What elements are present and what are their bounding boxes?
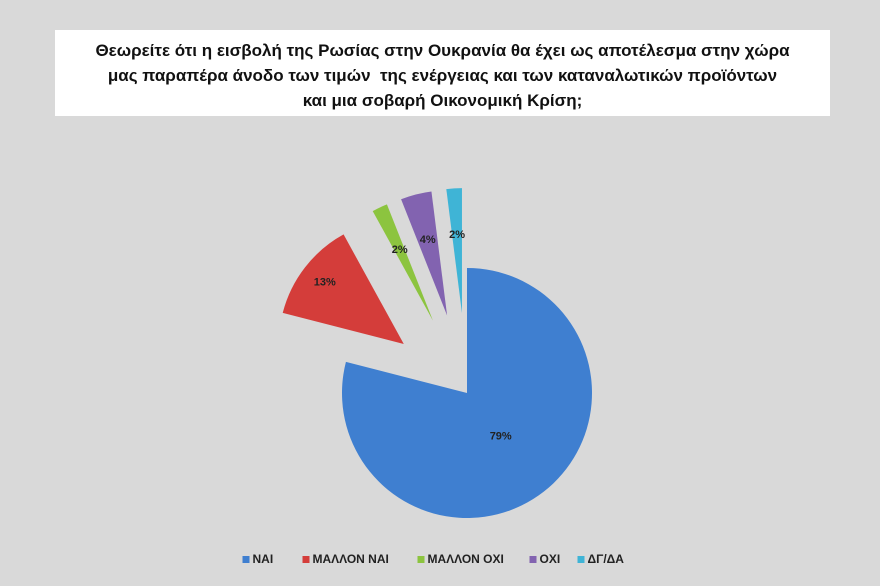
- pie-slice: [446, 188, 462, 314]
- legend-swatch: [577, 556, 585, 563]
- data-label: 13%: [314, 277, 336, 289]
- chart-title: Θεωρείτε ότι η εισβολή της Ρωσίας στην Ο…: [55, 30, 830, 116]
- data-label: 2%: [449, 229, 465, 241]
- pie-slice: [401, 191, 448, 316]
- data-label: 4%: [420, 234, 436, 246]
- pie-slice: [282, 234, 404, 344]
- legend-label: ΜΑΛΛΟΝ ΟΧΙ: [428, 552, 504, 566]
- pie-slice: [372, 204, 433, 321]
- legend-label: ΜΑΛΛΟΝ ΝΑΙ: [313, 552, 389, 566]
- legend-swatch: [417, 556, 425, 563]
- data-label: 2%: [392, 244, 408, 256]
- data-label: 79%: [490, 430, 512, 442]
- legend-label: ΝΑΙ: [253, 552, 274, 566]
- legend-label: ΟΧΙ: [540, 552, 561, 566]
- legend-swatch: [529, 556, 537, 563]
- pie-slice: [342, 268, 592, 518]
- legend-label: ΔΓ/ΔΑ: [588, 552, 625, 566]
- legend-swatch: [302, 556, 310, 563]
- legend-swatch: [242, 556, 250, 563]
